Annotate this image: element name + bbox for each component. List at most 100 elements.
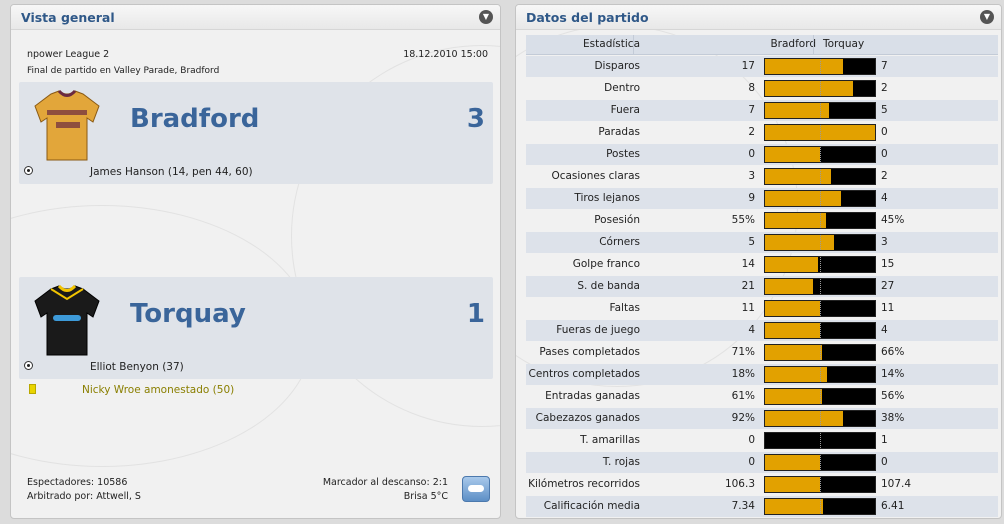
stat-row: Pases completados 71% 66% <box>526 342 998 363</box>
stat-bar-home-fill <box>765 323 820 338</box>
stat-value-away: 5 <box>881 104 888 116</box>
chevron-down-icon[interactable]: ▼ <box>980 10 994 24</box>
stat-label: Calificación media <box>543 500 640 512</box>
home-shirt-icon <box>34 89 100 161</box>
stat-row: Posesión 55% 45% <box>526 210 998 231</box>
stat-value-home: 9 <box>748 192 755 204</box>
stat-row: Fuera 7 5 <box>526 100 998 121</box>
stat-comparison-bar <box>764 190 876 207</box>
stat-bar-home-fill <box>765 477 820 492</box>
column-divider <box>633 35 634 55</box>
stat-bar-home-fill <box>765 389 822 404</box>
stat-bar-home-fill <box>765 367 827 382</box>
stat-value-home: 8 <box>748 82 755 94</box>
stat-comparison-bar <box>764 58 876 75</box>
stat-value-away: 107.4 <box>881 478 912 490</box>
stat-value-home: 2 <box>748 126 755 138</box>
stat-label: Pases completados <box>539 346 640 358</box>
stat-row: Tiros lejanos 9 4 <box>526 188 998 209</box>
stats-title: Datos del partido <box>526 10 649 25</box>
away-team-band: Torquay 1 Elliot Benyon (37) <box>19 277 493 379</box>
stat-row: Paradas 2 0 <box>526 122 998 143</box>
ball-icon <box>24 166 33 175</box>
cloud-icon <box>462 476 490 502</box>
stat-row: Postes 0 0 <box>526 144 998 165</box>
stat-value-home: 55% <box>731 214 755 226</box>
stat-row: Ocasiones claras 3 2 <box>526 166 998 187</box>
stat-label: Entradas ganadas <box>545 390 640 402</box>
stat-bar-midline <box>820 235 821 250</box>
stat-label: Fueras de juego <box>556 324 640 336</box>
stat-value-away: 66% <box>881 346 905 358</box>
column-header-away[interactable]: Torquay <box>823 38 865 50</box>
stat-bar-home-fill <box>765 103 829 118</box>
stat-value-home: 0 <box>748 148 755 160</box>
stat-label: Fuera <box>610 104 640 116</box>
stat-comparison-bar <box>764 212 876 229</box>
stat-bar-midline <box>820 389 821 404</box>
stat-bar-home-fill <box>765 499 823 514</box>
stat-value-away: 14% <box>881 368 905 380</box>
home-team-band: Bradford 3 James Hanson (14, pen 44, 60) <box>19 82 493 184</box>
home-team-score: 3 <box>466 104 485 134</box>
home-team-name[interactable]: Bradford <box>130 104 260 134</box>
stat-value-away: 7 <box>881 60 888 72</box>
stat-comparison-bar <box>764 498 876 515</box>
stat-bar-home-fill <box>765 213 826 228</box>
stats-table-header: Estadística Bradford Torquay <box>526 35 998 55</box>
match-datetime: 18.12.2010 15:00 <box>403 49 488 60</box>
stat-value-home: 7.34 <box>731 500 755 512</box>
stat-row: Calificación media 7.34 6.41 <box>526 496 998 517</box>
stat-value-home: 18% <box>731 368 755 380</box>
stat-comparison-bar <box>764 80 876 97</box>
stat-value-away: 15 <box>881 258 895 270</box>
stat-label: Córners <box>599 236 640 248</box>
stat-row: T. rojas 0 0 <box>526 452 998 473</box>
stat-value-away: 4 <box>881 324 888 336</box>
stat-value-away: 11 <box>881 302 895 314</box>
stat-label: Tiros lejanos <box>574 192 640 204</box>
away-team-score: 1 <box>466 299 485 329</box>
stat-comparison-bar <box>764 278 876 295</box>
stat-label: Ocasiones claras <box>551 170 640 182</box>
stats-header: Datos del partido ▼ <box>516 5 1001 30</box>
stat-row: S. de banda 21 27 <box>526 276 998 297</box>
home-scorers: James Hanson (14, pen 44, 60) <box>90 166 253 178</box>
stat-comparison-bar <box>764 476 876 493</box>
stat-bar-home-fill <box>765 169 831 184</box>
competition-name: npower League 2 <box>27 49 110 60</box>
stat-value-home: 0 <box>748 434 755 446</box>
stat-comparison-bar <box>764 256 876 273</box>
stat-bar-midline <box>820 433 821 448</box>
referee: Arbitrado por: Attwell, S <box>27 491 141 502</box>
stat-bar-midline <box>820 279 821 294</box>
stat-row: Dentro 8 2 <box>526 78 998 99</box>
stat-bar-midline <box>820 191 821 206</box>
column-divider <box>813 35 814 55</box>
stat-comparison-bar <box>764 432 876 449</box>
away-team-name[interactable]: Torquay <box>130 299 246 329</box>
column-header-stat[interactable]: Estadística <box>583 38 640 50</box>
stat-comparison-bar <box>764 344 876 361</box>
stat-bar-midline <box>820 411 821 426</box>
stat-bar-midline <box>820 323 821 338</box>
overview-title: Vista general <box>21 10 115 25</box>
stat-value-away: 56% <box>881 390 905 402</box>
chevron-down-icon[interactable]: ▼ <box>479 10 493 24</box>
stat-value-away: 0 <box>881 148 888 160</box>
stat-value-away: 6.41 <box>881 500 905 512</box>
stat-value-home: 11 <box>741 302 755 314</box>
stat-comparison-bar <box>764 146 876 163</box>
stat-row: Golpe franco 14 15 <box>526 254 998 275</box>
column-header-home[interactable]: Bradford <box>770 38 816 50</box>
stat-label: Cabezazos ganados <box>535 412 640 424</box>
stat-value-home: 7 <box>748 104 755 116</box>
stat-value-away: 2 <box>881 170 888 182</box>
away-booking: Nicky Wroe amonestado (50) <box>82 384 235 396</box>
stat-bar-midline <box>820 367 821 382</box>
stat-value-home: 61% <box>731 390 755 402</box>
stat-value-home: 14 <box>741 258 755 270</box>
stat-value-away: 4 <box>881 192 888 204</box>
stat-bar-home-fill <box>765 191 841 206</box>
stat-comparison-bar <box>764 124 876 141</box>
